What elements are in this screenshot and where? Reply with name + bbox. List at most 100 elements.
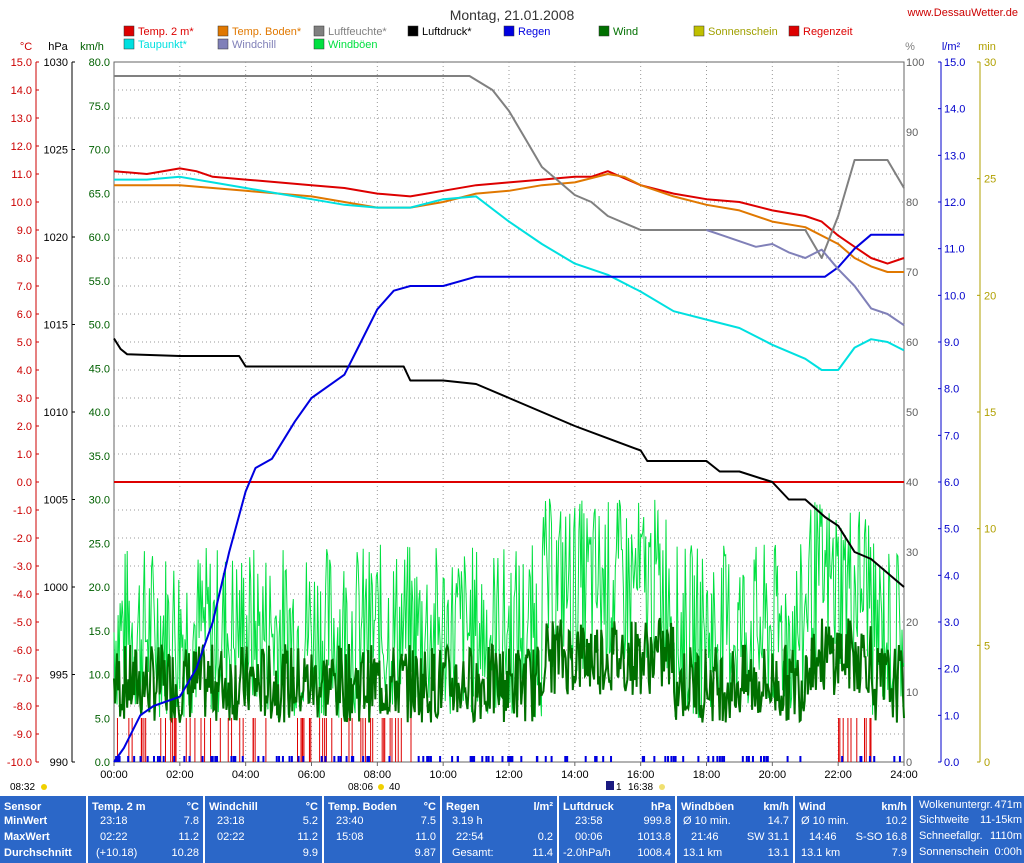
cell-value: 7.9 (891, 847, 907, 859)
temp-tick-label: 9.0 (17, 225, 32, 237)
wind-tick-label: 25.0 (89, 538, 110, 550)
temp-tick-label: -6.0 (13, 645, 32, 657)
hum-tick-label: 50 (906, 407, 918, 419)
x-tick-label: 14:00 (561, 769, 589, 781)
col-regen: Regen l/m² 3.19 h 22:54 0.2 Gesamt: 11.4 (442, 796, 559, 863)
temp-tick-label: 15.0 (11, 57, 32, 69)
cell-value: 14.7 (767, 815, 789, 827)
regen-line (113, 233, 904, 763)
legend-swatch (598, 25, 610, 37)
temp-tick-label: -1.0 (13, 505, 32, 517)
col-unit: km/h (881, 801, 907, 813)
hum-tick-label: 70 (906, 267, 918, 279)
cell-time: 00:06 (575, 831, 603, 843)
sun-unit: min (978, 41, 996, 53)
cell-value: SW 31.1 (746, 831, 789, 843)
x-tick-label: 20:00 (759, 769, 787, 781)
rain-tick-label: 1.0 (944, 710, 959, 722)
rain-tick-label: 8.0 (944, 384, 959, 396)
hum-unit: % (905, 41, 915, 53)
temp-tick-label: 0.0 (17, 477, 32, 489)
hum-tick-label: 10 (906, 687, 918, 699)
temp-tick-label: -3.0 (13, 561, 32, 573)
x-tick-label: 18:00 (693, 769, 721, 781)
col-extra: Wolkenuntergr. 471m Sichtweite 11-15km Sch… (913, 796, 1024, 863)
legend-swatch (217, 38, 229, 50)
sun-tick-label: 0 (984, 757, 990, 769)
col-unit: km/h (763, 801, 789, 813)
temp-tick-label: -2.0 (13, 533, 32, 545)
press-tick-label: 990 (50, 757, 68, 769)
legend-label: Luftdruck* (422, 26, 472, 38)
temp-tick-label: -8.0 (13, 701, 32, 713)
col-boden: Temp. Boden °C 23:40 7.5 15:08 11.0 9.87 (324, 796, 442, 863)
sun-tick-label: 25 (984, 174, 996, 186)
sun-tick-label: 20 (984, 290, 996, 302)
x-tick-label: 22:00 (824, 769, 852, 781)
wind-tick-label: 0.0 (95, 757, 110, 769)
rain-tick-label: 2.0 (944, 664, 959, 676)
cell-time: 23:18 (100, 815, 128, 827)
rain-tick-label: 12.0 (944, 197, 965, 209)
temp-tick-label: 3.0 (17, 393, 32, 405)
cell-value: 11.4 (532, 847, 553, 859)
col-windchill: Windchill °C 23:18 5.2 02:22 11.2 9.9 (205, 796, 324, 863)
x-tick-label: 08:00 (364, 769, 392, 781)
legend-swatch (313, 25, 325, 37)
legend-label: Windböen (328, 39, 378, 51)
legend-swatch (123, 25, 135, 37)
extra-value: 471m (994, 799, 1022, 811)
press-tick-label: 1030 (44, 57, 68, 69)
taupunkt-line (114, 175, 905, 371)
plot-grid (114, 62, 904, 762)
wind-unit: km/h (80, 41, 104, 53)
extra-value: 1110m (989, 830, 1022, 842)
cell-value: 0.2 (537, 831, 553, 843)
temp-tick-label: -10.0 (7, 757, 32, 769)
wind-tick-label: 70.0 (89, 145, 110, 157)
wind-tick-label: 15.0 (89, 626, 110, 638)
rain-tick-label: 6.0 (944, 477, 959, 489)
cell-time: 21:46 (691, 831, 719, 843)
temp-tick-label: -9.0 (13, 729, 32, 741)
temp-tick-label: 2.0 (17, 421, 32, 433)
temp-tick-label: 4.0 (17, 365, 32, 377)
temp-boden-line (114, 173, 904, 273)
press-tick-label: 1025 (44, 145, 68, 157)
row-label-avg: Durchschnitt (4, 847, 72, 859)
cell-value: 9.9 (302, 847, 318, 859)
cell-time: 13.1 km (683, 847, 723, 859)
col-title: Sensor (4, 801, 42, 813)
col-unit: °C (423, 801, 436, 813)
sunset-time: 16:38 (628, 782, 653, 793)
press-tick-label: 1005 (44, 495, 68, 507)
cell-value: 999.8 (643, 815, 671, 827)
cell-value: 5.2 (302, 815, 318, 827)
x-tick-label: 10:00 (429, 769, 457, 781)
cell-value: 11.2 (178, 831, 199, 843)
rain-tick-label: 13.0 (944, 150, 965, 162)
x-tick-label: 04:00 (232, 769, 260, 781)
col-druck: Luftdruck hPa 23:58 999.8 00:06 1013.8 -2.0… (559, 796, 677, 863)
cell-value: 1013.8 (637, 831, 671, 843)
cell-value: 10.2 (885, 815, 907, 827)
chart-title: Montag, 21.01.2008 (450, 7, 575, 23)
legend-swatch (123, 38, 135, 50)
col-unit: l/m² (533, 801, 553, 813)
rain-tick-label: 15.0 (944, 57, 965, 69)
cell-value: 11.2 (297, 831, 318, 843)
wind-tick-label: 35.0 (89, 451, 110, 463)
legend-swatch (788, 25, 800, 37)
site-link[interactable]: www.DessauWetter.de (907, 7, 1018, 19)
rain-tick-label: 14.0 (944, 104, 965, 116)
sunset-icon (659, 784, 665, 790)
wind-tick-label: 75.0 (89, 101, 110, 113)
temp-tick-label: 7.0 (17, 281, 32, 293)
rain-tick-label: 11.0 (944, 244, 965, 256)
x-axis: 00:00 02:00 04:00 06:00 08:00 10:00 12:00 14:00… (100, 762, 918, 781)
temp-2-m-line (113, 167, 905, 265)
wind-tick-label: 60.0 (89, 232, 110, 244)
chart-legend: Temp. 2 m*Taupunkt* Temp. Boden*Windchill… (123, 25, 853, 51)
wind-tick-label: 20.0 (89, 582, 110, 594)
temp-tick-label: 5.0 (17, 337, 32, 349)
